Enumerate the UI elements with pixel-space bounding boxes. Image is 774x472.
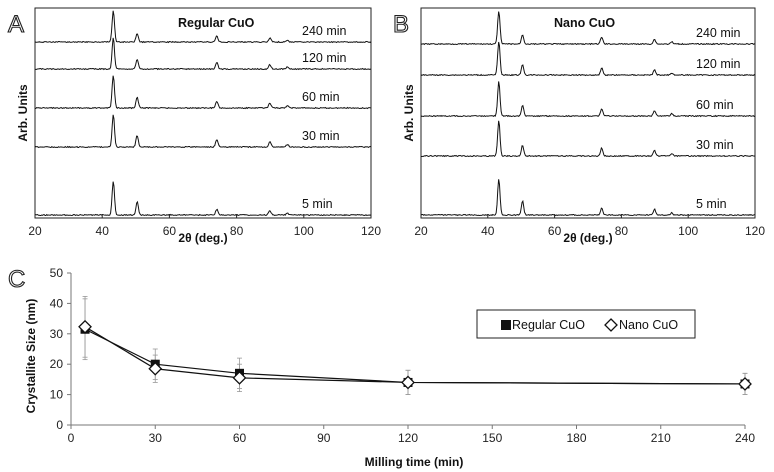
b-label-120-min: 120 min (696, 57, 741, 71)
c-xtick-label: 210 (651, 431, 671, 445)
legend-marker-regular-cuo (501, 320, 511, 330)
c-point-Nano-CuO (401, 375, 415, 390)
panel-b-x-ticks: 20 40 60 80 100 120 (414, 214, 765, 238)
b-xtick-label: 100 (678, 224, 698, 238)
a-xtick-label: 120 (361, 224, 381, 238)
a-xtick-label: 80 (230, 224, 244, 238)
c-xtick-label: 60 (233, 431, 247, 445)
c-xtick-label: 150 (482, 431, 502, 445)
legend-label-nano-cuo: Nano CuO (619, 318, 678, 332)
panel-b-xlabel: 2θ (deg.) (563, 231, 612, 245)
panel-letter-b: B (393, 11, 409, 38)
legend-box (476, 309, 696, 339)
b-curve-120-min (420, 41, 756, 77)
panel-a-x-ticks: 20 40 60 80 100 120 (28, 214, 381, 238)
a-label-240-min: 240 min (302, 24, 347, 38)
c-point-Nano-CuO (78, 319, 92, 334)
c-ytick-label: 10 (50, 388, 64, 402)
a-curve-5-min (34, 181, 372, 217)
c-xtick-label: 240 (735, 431, 755, 445)
panel-a-curves (34, 10, 372, 217)
panel-b-curves (420, 11, 756, 217)
b-xtick-label: 120 (745, 224, 765, 238)
c-xtick-label: 180 (566, 431, 586, 445)
panel-a: A 240 min 120 min 60 min 30 min 5 min 20 40 60… (7, 7, 381, 245)
c-ytick-label: 40 (50, 296, 64, 310)
a-xtick-label: 60 (163, 224, 177, 238)
c-ytick-label: 50 (50, 266, 64, 280)
a-curve-30-min (34, 114, 372, 149)
c-xtick-label: 0 (68, 431, 75, 445)
b-label-5-min: 5 min (696, 197, 727, 211)
b-xtick-label: 40 (481, 224, 495, 238)
b-label-30-min: 30 min (696, 138, 734, 152)
b-label-240-min: 240 min (696, 26, 741, 40)
c-ytick-label: 20 (50, 357, 64, 371)
c-point-Nano-CuO (148, 361, 163, 376)
panel-c-ylabel: Crystallite Size (nm) (24, 299, 38, 414)
panel-b-ylabel: Arb. Units (402, 84, 416, 142)
panel-a-frame (34, 7, 372, 219)
panel-a-xlabel: 2θ (deg.) (178, 231, 227, 245)
panel-b: B 240 min 120 min 60 min 30 min 5 min 20 40 60… (392, 7, 765, 245)
panel-c-axes: 0 10 20 30 40 50 0 30 60 90 120 150 180 210 240 (50, 266, 756, 445)
c-ytick-label: 30 (50, 327, 64, 341)
c-xtick-label: 90 (317, 431, 331, 445)
a-curve-60-min (34, 75, 372, 110)
b-label-60-min: 60 min (696, 98, 734, 112)
b-xtick-label: 80 (615, 224, 629, 238)
panel-letter-a: A (8, 11, 24, 38)
a-xtick-label: 100 (294, 224, 314, 238)
b-xtick-label: 20 (414, 224, 428, 238)
a-xtick-label: 40 (96, 224, 110, 238)
c-xtick-label: 30 (149, 431, 163, 445)
legend-label-regular-cuo: Regular CuO (512, 318, 585, 332)
c-xtick-label: 120 (398, 431, 418, 445)
b-curve-60-min (420, 81, 756, 118)
panel-b-title: Nano CuO (554, 16, 615, 30)
panel-b-curve-labels: 240 min 120 min 60 min 30 min 5 min (696, 26, 741, 211)
panel-a-ylabel: Arb. Units (16, 84, 30, 142)
b-curve-5-min (420, 179, 756, 217)
a-curve-240-min (34, 10, 372, 44)
a-label-30-min: 30 min (302, 129, 340, 143)
panel-b-frame (420, 7, 756, 219)
panel-c-legend: Regular CuO Nano CuO (476, 309, 696, 339)
a-label-120-min: 120 min (302, 51, 347, 65)
c-point-Nano-CuO (738, 377, 752, 391)
b-xtick-label: 60 (548, 224, 562, 238)
c-point-Nano-CuO (232, 370, 247, 385)
b-curve-240-min (420, 11, 756, 46)
legend-marker-nano-cuo (604, 318, 618, 332)
a-curve-120-min (34, 37, 372, 71)
b-curve-30-min (420, 120, 756, 158)
panel-a-title: Regular CuO (178, 16, 255, 30)
panel-a-curve-labels: 240 min 120 min 60 min 30 min 5 min (302, 24, 347, 211)
panel-c-series (78, 296, 752, 396)
c-ytick-label: 0 (56, 418, 63, 432)
a-xtick-label: 20 (28, 224, 42, 238)
panel-c: C 0 10 20 30 40 50 0 30 60 90 120 150 180 210 240 Mill… (7, 265, 756, 469)
a-label-60-min: 60 min (302, 90, 340, 104)
panel-c-xlabel: Milling time (min) (365, 455, 464, 469)
panel-letter-c: C (8, 266, 25, 293)
a-label-5-min: 5 min (302, 197, 333, 211)
